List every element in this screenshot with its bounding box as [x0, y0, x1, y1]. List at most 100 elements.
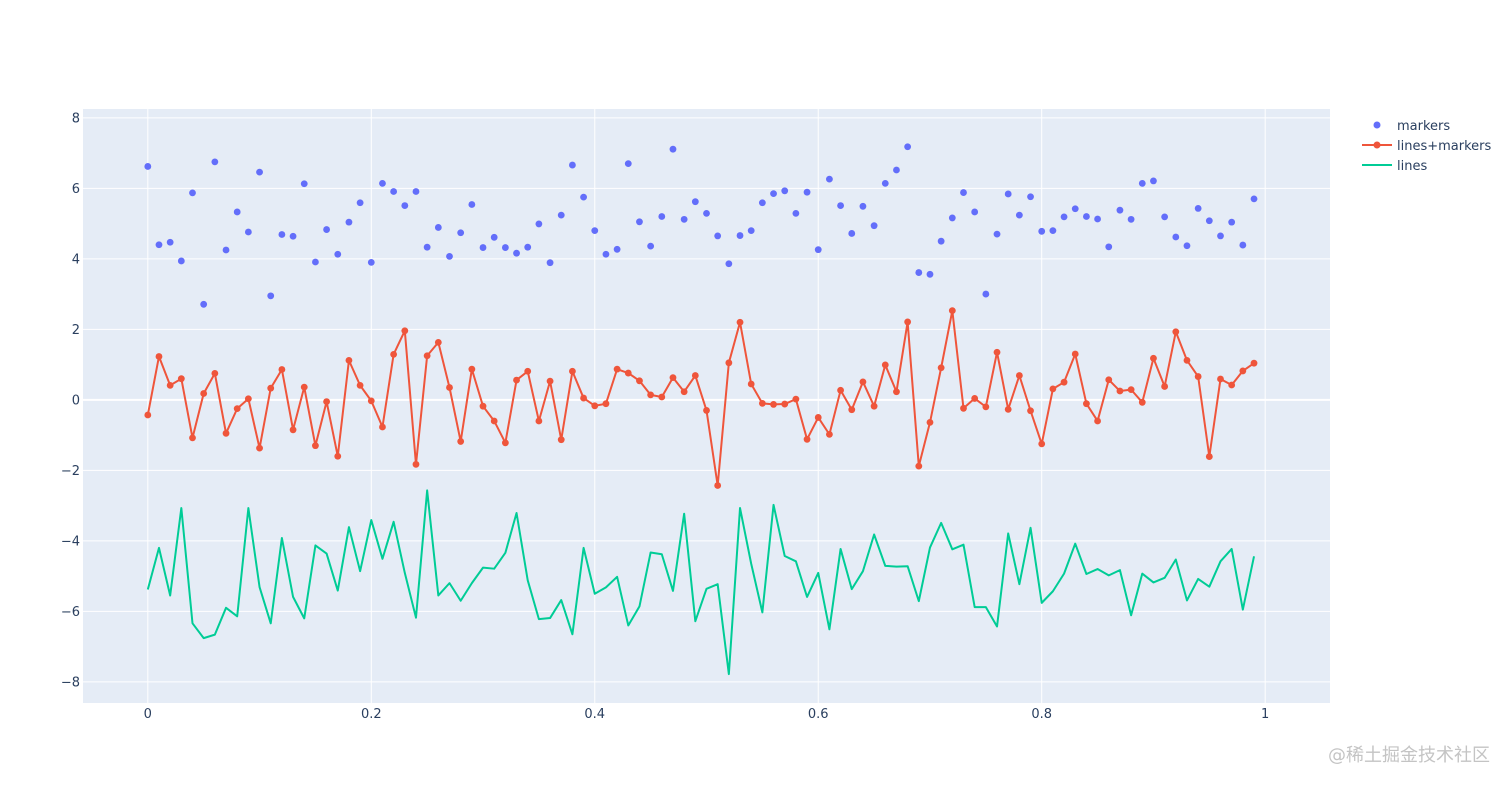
data-point	[1015, 211, 1023, 219]
data-point	[524, 243, 532, 251]
data-point	[1205, 453, 1213, 460]
data-point	[803, 435, 811, 443]
data-point	[457, 229, 465, 237]
data-point	[390, 350, 398, 358]
x-tick-label: 0.2	[361, 707, 382, 722]
data-point	[591, 227, 599, 235]
data-point	[423, 243, 431, 251]
data-point	[680, 388, 688, 396]
data-point	[1127, 215, 1135, 223]
data-point	[1217, 232, 1224, 240]
data-point	[345, 218, 353, 226]
data-point	[1049, 227, 1057, 235]
data-point	[367, 397, 375, 405]
legend-item-lines-markers[interactable]: lines+markers	[1362, 139, 1492, 154]
data-point	[1239, 367, 1247, 375]
y-tick-label: −4	[61, 534, 80, 549]
data-point	[781, 187, 789, 195]
data-point	[725, 359, 733, 367]
data-point	[524, 367, 532, 375]
data-point	[490, 417, 498, 425]
data-point	[1150, 354, 1157, 362]
data-point	[971, 208, 979, 216]
data-point	[312, 258, 319, 266]
data-point	[937, 364, 945, 372]
data-point	[747, 380, 755, 388]
data-point	[200, 300, 208, 308]
data-point	[926, 418, 934, 426]
data-point	[837, 202, 844, 209]
data-point	[1094, 417, 1101, 425]
data-point	[446, 384, 453, 391]
data-point	[1083, 213, 1090, 220]
data-point	[982, 403, 990, 411]
data-point	[1228, 218, 1236, 226]
data-point	[703, 209, 710, 217]
data-point	[1183, 242, 1191, 250]
data-point	[714, 232, 722, 240]
data-point	[1217, 375, 1224, 383]
x-axis: 0 0.2 0.4 0.6 0.8 1	[144, 707, 1270, 722]
data-point	[166, 381, 174, 389]
data-point	[848, 230, 856, 237]
data-point	[1071, 205, 1079, 213]
data-point	[781, 400, 789, 408]
data-point	[513, 249, 520, 257]
x-tick-label: 0	[144, 707, 152, 722]
legend-label-markers: markers	[1397, 119, 1450, 134]
data-point	[546, 377, 554, 385]
data-point	[848, 406, 856, 414]
data-point	[177, 257, 185, 265]
legend[interactable]: markers lines+markers lines	[1362, 119, 1492, 174]
data-point	[1250, 359, 1258, 367]
data-point	[747, 227, 755, 235]
data-point	[591, 402, 599, 410]
data-point	[211, 158, 219, 166]
data-point	[166, 238, 174, 246]
data-point	[479, 244, 487, 251]
data-point	[915, 269, 923, 276]
data-point	[155, 353, 163, 360]
legend-label-lines: lines	[1397, 159, 1427, 174]
data-point	[636, 218, 643, 226]
data-point	[569, 161, 576, 169]
data-point	[312, 442, 319, 450]
data-point	[334, 250, 342, 258]
data-point	[993, 230, 1001, 238]
data-point	[669, 374, 677, 382]
data-point	[256, 444, 263, 452]
data-point	[1105, 376, 1113, 384]
data-point	[993, 348, 1001, 356]
data-point	[289, 232, 297, 240]
data-point	[356, 381, 364, 389]
data-point	[300, 383, 308, 391]
y-tick-label: −2	[61, 464, 80, 479]
x-tick-label: 1	[1261, 707, 1269, 722]
data-point	[1004, 405, 1012, 413]
data-point	[770, 401, 777, 408]
y-tick-label: 8	[72, 111, 80, 126]
grid-lines	[83, 109, 1330, 703]
data-point	[971, 395, 979, 402]
data-point	[803, 188, 811, 196]
data-point	[412, 188, 420, 195]
legend-label-lines-markers: lines+markers	[1397, 139, 1492, 154]
y-tick-label: −6	[61, 605, 80, 620]
data-point	[647, 242, 655, 250]
data-point	[1116, 206, 1124, 214]
data-point	[401, 202, 409, 209]
data-point	[200, 390, 208, 397]
legend-item-lines[interactable]: lines	[1362, 159, 1427, 174]
data-point	[334, 452, 342, 460]
data-point	[1038, 227, 1046, 235]
data-point	[1183, 356, 1191, 364]
legend-item-markers[interactable]: markers	[1373, 119, 1451, 134]
data-point	[1172, 233, 1180, 241]
data-point	[826, 430, 833, 438]
data-point	[233, 208, 241, 216]
data-point	[233, 405, 241, 413]
data-point	[636, 377, 643, 385]
data-point	[859, 378, 867, 386]
data-point	[904, 143, 912, 151]
